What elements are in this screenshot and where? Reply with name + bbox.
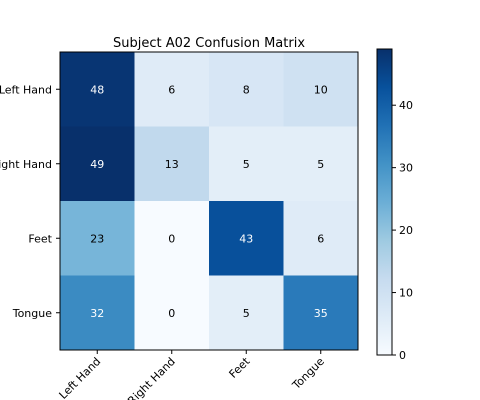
colorbar-axis: 0 10 20 30 40 [392, 99, 413, 362]
x-tick-label: Right Hand [125, 355, 178, 400]
x-axis: Left Hand Right Hand Feet Tongue [57, 350, 327, 400]
colorbar-tick-label: 40 [399, 99, 413, 112]
heatmap-cell-r3-c0 [60, 275, 135, 351]
cell-value-label: 0 [168, 307, 175, 320]
colorbar-tick-label: 20 [399, 224, 413, 237]
heatmap-cell-r1-c2 [209, 126, 284, 202]
y-axis: Left Hand Right Hand Feet Tongue [0, 83, 60, 320]
cell-value-label: 6 [317, 232, 324, 245]
y-tick-label: Tongue [12, 307, 53, 320]
cell-value-label: 6 [168, 83, 175, 96]
heatmap-cell-r0-c2 [209, 52, 284, 127]
x-tick-label: Tongue [289, 355, 327, 393]
heatmap-cells [60, 52, 359, 351]
chart-title: Subject A02 Confusion Matrix [113, 36, 305, 51]
cell-value-label: 43 [239, 232, 253, 245]
heatmap-cell-r3-c2 [209, 275, 284, 351]
plot-frame [59, 51, 359, 351]
cell-value-label: 48 [90, 83, 104, 96]
heatmap-cell-r1-c1 [134, 126, 210, 202]
y-tick-label: Left Hand [0, 83, 52, 96]
heatmap-cell-r2-c1 [134, 201, 210, 276]
cell-value-label: 0 [168, 232, 175, 245]
cell-value-label: 5 [243, 158, 250, 171]
heatmap-cell-r1-c3 [283, 126, 359, 202]
cell-value-label: 23 [90, 232, 104, 245]
cell-value-label: 35 [314, 307, 328, 320]
cell-value-label: 5 [243, 307, 250, 320]
colorbar-tick-label: 30 [399, 162, 413, 175]
heatmap-cell-r2-c2 [209, 201, 284, 276]
heatmap-value-labels: 48 6 8 10 49 13 5 5 23 0 43 6 32 0 5 35 [90, 83, 328, 320]
colorbar-tick-label: 10 [399, 287, 413, 300]
heatmap-cell-r0-c0 [60, 52, 135, 127]
y-tick-label: Right Hand [0, 158, 52, 171]
cell-value-label: 13 [165, 158, 179, 171]
x-tick-label: Left Hand [57, 355, 104, 400]
heatmap-cell-r2-c3 [283, 201, 359, 276]
cell-value-label: 10 [314, 83, 328, 96]
cell-value-label: 49 [90, 158, 104, 171]
heatmap-cell-r0-c3 [283, 52, 359, 127]
heatmap-cell-r1-c0 [60, 126, 135, 202]
colorbar [376, 48, 393, 356]
y-tick-label: Feet [28, 232, 52, 245]
heatmap-cell-r3-c1 [134, 275, 210, 351]
heatmap-cell-r2-c0 [60, 201, 135, 276]
heatmap-cell-r3-c3 [283, 275, 359, 351]
x-tick-label: Feet [227, 354, 253, 380]
colorbar-tick-label: 0 [399, 349, 406, 362]
heatmap-cell-r0-c1 [134, 52, 210, 127]
cell-value-label: 8 [243, 83, 250, 96]
cell-value-label: 5 [317, 158, 324, 171]
cell-value-label: 32 [90, 307, 104, 320]
